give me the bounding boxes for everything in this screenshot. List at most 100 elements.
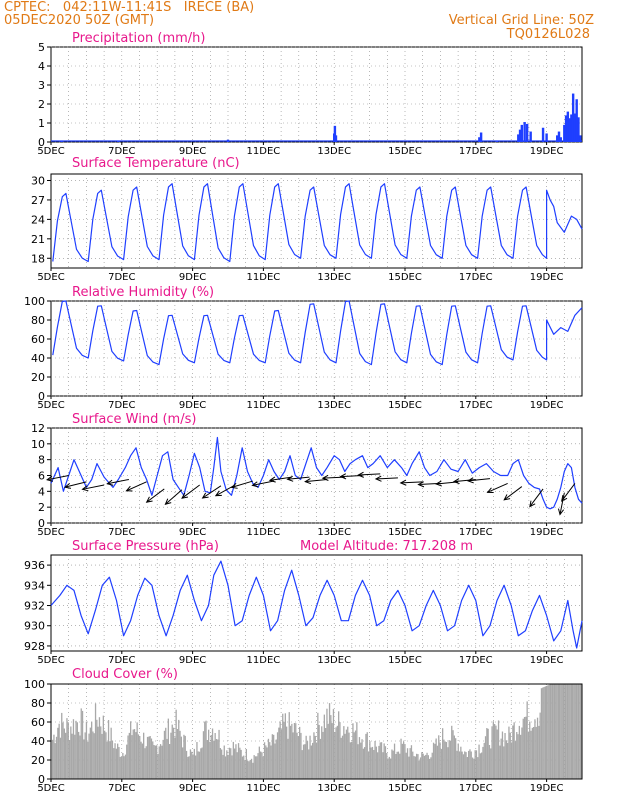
precip-bar	[566, 111, 570, 142]
cloud-bar	[184, 735, 186, 779]
cloud-bar	[427, 755, 429, 779]
cloud-bar	[222, 754, 224, 779]
pressure-xtick-label: 9DEC	[179, 655, 206, 666]
wind-vector-head	[561, 495, 568, 502]
wind-xtick-label: 15DEC	[388, 527, 422, 538]
wind-vector-head	[357, 471, 364, 478]
cloud-bar	[237, 743, 240, 779]
wind-ytick-label: 4	[38, 485, 45, 498]
wind-xtick-label: 11DEC	[247, 527, 281, 538]
wind-vector-head	[145, 496, 153, 503]
precip-bar	[545, 133, 548, 142]
pressure-xtick-label: 15DEC	[388, 655, 422, 666]
precip-bar	[575, 99, 578, 142]
cloud-bar	[487, 728, 489, 779]
cloud-xtick-label: 9DEC	[179, 783, 206, 794]
cloud-bar	[490, 748, 492, 779]
cloud-bar	[144, 748, 146, 779]
wind-vector-head	[399, 479, 407, 486]
cloud-bar	[92, 731, 94, 779]
pressure-ytick-label: 930	[24, 620, 45, 633]
cloud-bar	[282, 713, 284, 779]
cloud-bar	[234, 748, 236, 779]
cloud-bar	[202, 731, 205, 779]
wind-vector	[47, 475, 69, 481]
cloud-bar	[378, 745, 380, 779]
cloud-bar	[124, 754, 127, 779]
cloud-bar	[200, 748, 202, 779]
cloud-bar	[339, 722, 341, 779]
precip-ytick-label: 2	[38, 98, 45, 111]
cloud-bar	[573, 684, 575, 779]
cloud-bar	[388, 756, 390, 779]
cloud-bar	[135, 732, 137, 779]
precip-xtick-label: 13DEC	[317, 146, 351, 157]
cloud-bar	[295, 723, 297, 779]
cloud-bar	[266, 747, 268, 779]
cloud-bar	[192, 754, 194, 779]
cloud-bar	[429, 758, 431, 779]
cloud-bar	[62, 722, 64, 779]
cloud-bar	[188, 756, 190, 779]
humidity-ytick-label: 0	[38, 390, 45, 403]
cloud-bar	[464, 751, 466, 779]
precip-bar	[557, 131, 561, 142]
cloud-bar	[568, 684, 570, 779]
cloud-bar	[574, 684, 576, 779]
cloud-bar	[334, 732, 336, 779]
cloud-bar	[549, 684, 552, 779]
precip-xtick-label: 15DEC	[388, 146, 422, 157]
cloud-bar	[189, 749, 192, 779]
wind-vector-head	[214, 490, 222, 497]
pressure-ytick-label: 932	[24, 600, 45, 613]
cloud-bar	[148, 736, 150, 779]
cloud-bar	[439, 742, 441, 779]
cloud-bar	[250, 758, 253, 779]
cloud-bar	[84, 732, 86, 779]
cloud-xtick-label: 7DEC	[108, 783, 135, 794]
precip-xtick-label: 7DEC	[108, 146, 135, 157]
cloud-bar	[477, 757, 479, 779]
cloud-bar	[529, 721, 531, 779]
cloud-bar	[341, 735, 344, 779]
cloud-bar	[131, 735, 133, 779]
cloud-bar	[561, 684, 563, 779]
precip-bar	[579, 135, 582, 142]
temperature-xtick-label: 7DEC	[108, 272, 135, 283]
cloud-bar	[247, 760, 249, 779]
cloud-bar	[492, 721, 494, 779]
temperature-xtick-label: 15DEC	[388, 272, 422, 283]
cloud-bar	[169, 744, 171, 779]
precip-bar	[563, 124, 566, 142]
cloud-bar	[471, 757, 474, 779]
cloud-bar	[81, 710, 84, 779]
cloud-bar	[274, 743, 276, 779]
cloud-bar	[79, 735, 81, 779]
cloud-bar	[231, 755, 233, 779]
cloud-bar	[102, 715, 104, 779]
cloud-bar	[522, 718, 524, 779]
precip-bar	[568, 118, 571, 142]
cloud-bar	[456, 750, 458, 779]
cloud-bar	[214, 733, 216, 779]
cloud-bar	[224, 756, 227, 779]
precip-ytick-label: 5	[38, 41, 45, 54]
cloud-bar	[191, 751, 193, 779]
cloud-bar	[306, 741, 309, 779]
wind-xtick-label: 5DEC	[37, 527, 64, 538]
wind-vector-head	[466, 477, 474, 484]
cloud-bar	[548, 684, 550, 779]
cloud-bar	[517, 734, 519, 779]
cloud-bar	[75, 720, 77, 779]
header-title: CPTEC: 042:11W-11:41S IRECE (BA)	[4, 0, 255, 15]
temperature-ytick-label: 24	[31, 213, 45, 226]
wind-vector	[453, 478, 476, 483]
cloud-bar	[83, 739, 85, 779]
wind-vector-head	[125, 485, 133, 492]
cloud-bar	[500, 738, 502, 779]
temperature-ytick-label: 21	[31, 233, 45, 246]
cloud-bar	[349, 742, 351, 779]
cloud-bar	[175, 709, 177, 779]
wind-vector-head	[63, 482, 72, 489]
cloud-bar	[380, 742, 383, 779]
